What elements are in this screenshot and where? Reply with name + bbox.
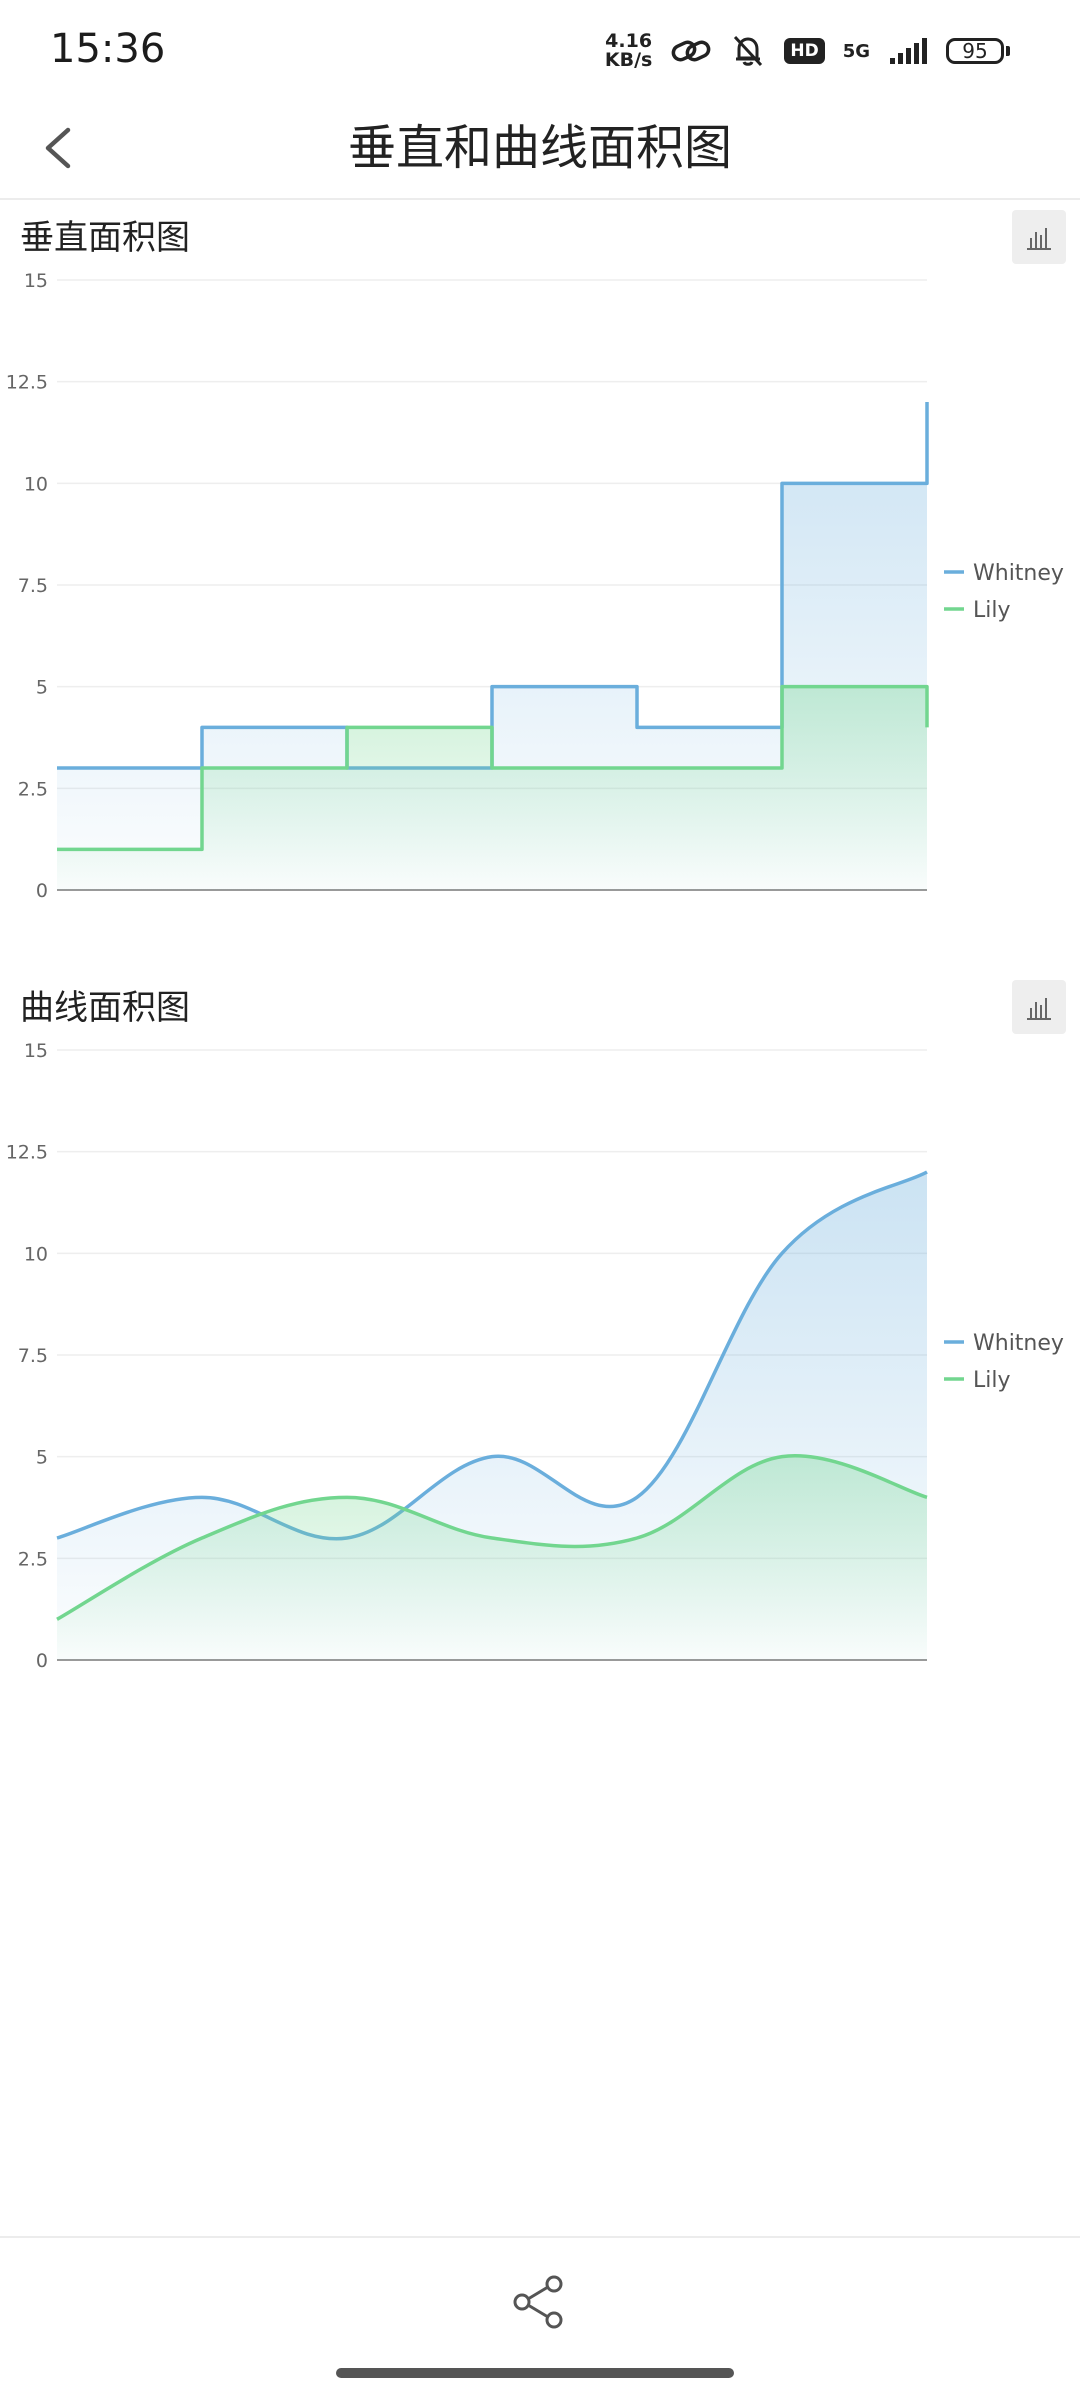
y-tick-label: 0 <box>36 880 48 900</box>
y-tick-label: 15 <box>24 1040 48 1062</box>
y-tick-label: 2.5 <box>18 1548 48 1570</box>
network-type: 5G <box>842 40 870 62</box>
battery-icon: 95 <box>946 38 1010 64</box>
link-icon <box>671 40 711 62</box>
chart-toggle-button[interactable] <box>1012 980 1066 1034</box>
bar-chart-icon <box>1027 228 1051 250</box>
series-line-whitney <box>57 402 929 770</box>
hd-badge: HD <box>784 38 825 64</box>
step-area-chart: 0 2.5 5 7.5 10 12.5 15 Whitney Lily 垂直面积图 <box>0 200 1080 900</box>
chart-toggle-button[interactable] <box>1012 210 1066 264</box>
series-area-lily <box>57 686 927 890</box>
step-area-chart-svg: 0 2.5 5 7.5 10 12.5 15 Whitney Lily <box>6 270 1064 900</box>
status-bar: 15:36 4.16 KB/s HD 5G 95 <box>0 0 1080 100</box>
share-button[interactable] <box>508 2270 572 2334</box>
y-tick-label: 7.5 <box>18 1345 48 1367</box>
status-time: 15:36 <box>50 26 166 72</box>
series-area-lily <box>57 1455 927 1660</box>
bar-chart-icon <box>1027 998 1051 1020</box>
back-button[interactable] <box>28 116 92 180</box>
y-tick-label: 0 <box>36 1650 48 1670</box>
y-tick-label: 12.5 <box>6 372 48 394</box>
y-tick-label: 15 <box>24 270 48 292</box>
legend-label-whitney: Whitney <box>973 1331 1064 1356</box>
chevron-left-icon <box>45 127 71 169</box>
network-speed-value: 4.16 <box>605 30 653 52</box>
chart-title: 曲线面积图 <box>20 988 190 1028</box>
app-header: 垂直和曲线面积图 <box>0 100 1080 200</box>
series-line-lily <box>56 1454 928 1621</box>
y-tick-label: 10 <box>24 1243 48 1265</box>
page-title: 垂直和曲线面积图 <box>347 120 732 176</box>
signal-icon <box>890 38 927 64</box>
y-tick-label: 12.5 <box>6 1142 48 1164</box>
status-icons: 4.16 KB/s HD 5G 95 <box>605 26 1010 76</box>
y-tick-label: 5 <box>36 677 48 699</box>
series-line-lily <box>57 684 929 852</box>
legend-label-whitney: Whitney <box>973 561 1064 586</box>
y-tick-label: 2.5 <box>18 778 48 800</box>
y-tick-label: 10 <box>24 473 48 495</box>
chart-title: 垂直面积图 <box>20 218 190 258</box>
y-tick-label: 5 <box>36 1447 48 1469</box>
smooth-area-chart: 0 2.5 5 7.5 10 12.5 15 Whitney Lily 曲线面积图 <box>0 970 1080 1670</box>
y-tick-label: 7.5 <box>18 575 48 597</box>
bottom-divider <box>0 2236 1080 2238</box>
smooth-area-chart-svg: 0 2.5 5 7.5 10 12.5 15 Whitney Lily <box>6 1040 1064 1670</box>
bell-muted-icon <box>734 35 763 67</box>
legend-label-lily: Lily <box>973 598 1011 623</box>
network-speed-unit: KB/s <box>604 49 653 71</box>
share-icon <box>513 2275 563 2329</box>
battery-level: 95 <box>946 38 1004 64</box>
network-speed: 4.16 KB/s <box>605 32 652 70</box>
home-indicator[interactable] <box>336 2368 734 2378</box>
legend-label-lily: Lily <box>973 1368 1011 1393</box>
series-line-whitney <box>56 1170 928 1541</box>
